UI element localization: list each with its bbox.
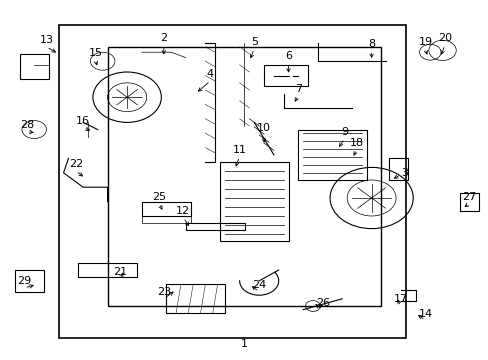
Text: 26: 26 <box>315 298 329 308</box>
Text: 12: 12 <box>176 206 190 216</box>
Text: 23: 23 <box>157 287 170 297</box>
Text: 11: 11 <box>232 145 246 155</box>
Bar <box>298 130 366 180</box>
Bar <box>142 216 190 223</box>
Text: 10: 10 <box>257 123 270 133</box>
Text: 14: 14 <box>418 309 431 319</box>
Text: 7: 7 <box>294 84 301 94</box>
Text: 16: 16 <box>76 116 90 126</box>
Text: 21: 21 <box>113 267 126 277</box>
Text: 15: 15 <box>88 48 102 58</box>
Text: 8: 8 <box>367 39 374 49</box>
Text: 28: 28 <box>20 120 34 130</box>
Text: 25: 25 <box>152 192 165 202</box>
Text: 18: 18 <box>349 138 363 148</box>
Bar <box>388 158 407 180</box>
Bar <box>166 284 224 313</box>
Text: 19: 19 <box>418 37 431 47</box>
Bar <box>20 54 49 79</box>
Text: 22: 22 <box>68 159 83 169</box>
Bar <box>142 202 190 216</box>
Text: 3: 3 <box>400 168 407 178</box>
Bar <box>220 162 288 241</box>
Text: 4: 4 <box>206 69 213 79</box>
Text: 24: 24 <box>251 280 266 290</box>
Bar <box>15 270 44 292</box>
Bar <box>459 193 478 211</box>
Text: 2: 2 <box>160 33 167 43</box>
Text: 1: 1 <box>241 339 247 349</box>
Bar <box>185 223 244 230</box>
Bar <box>107 47 381 306</box>
Text: 5: 5 <box>250 37 257 47</box>
Bar <box>59 25 405 338</box>
Bar <box>264 65 307 86</box>
Text: 27: 27 <box>461 192 476 202</box>
Text: 20: 20 <box>437 33 451 43</box>
Text: 29: 29 <box>17 276 32 286</box>
Text: 13: 13 <box>40 35 53 45</box>
Text: 17: 17 <box>393 294 407 304</box>
Text: 6: 6 <box>285 51 291 61</box>
Text: 9: 9 <box>341 127 347 137</box>
